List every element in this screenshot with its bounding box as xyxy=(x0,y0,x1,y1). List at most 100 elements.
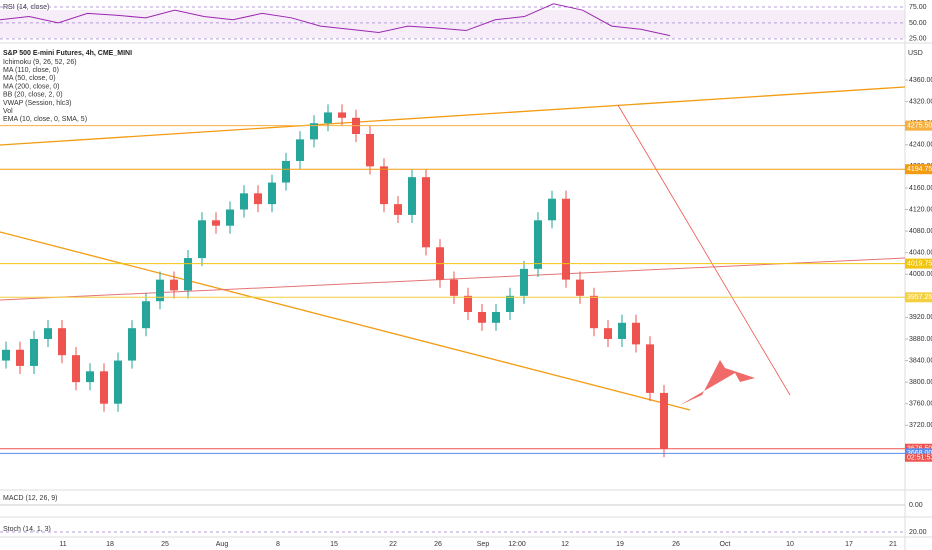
x-tick-label: 21 xyxy=(889,541,897,548)
stoch-label: Stoch (14, 1, 3) xyxy=(3,526,51,533)
rsi-band xyxy=(0,10,905,38)
candle-body xyxy=(170,279,178,291)
candle-body xyxy=(226,209,234,226)
candle-body xyxy=(142,301,150,329)
trend-line xyxy=(0,231,691,411)
x-tick-label: Aug xyxy=(216,541,229,548)
candle-body xyxy=(128,328,136,361)
candle-body xyxy=(492,312,500,323)
candle-body xyxy=(422,177,430,248)
candle-body xyxy=(520,268,528,296)
candle-body xyxy=(394,204,402,215)
indicator-label: BB (20, close, 2, 0) xyxy=(3,92,63,99)
candle-body xyxy=(30,338,38,366)
x-tick-label: 26 xyxy=(672,541,680,548)
candle-body xyxy=(240,193,248,210)
y-tick-label: 4080.00 xyxy=(909,228,932,235)
candle-body xyxy=(282,160,290,183)
candle-body xyxy=(534,220,542,269)
y-tick-label: 3760.00 xyxy=(909,401,932,408)
y-tick-label: 4000.00 xyxy=(909,271,932,278)
x-tick-label: 18 xyxy=(106,541,114,548)
x-tick-label: 17 xyxy=(845,541,853,548)
candle-body xyxy=(58,328,66,356)
candle-body xyxy=(156,279,164,302)
macd-label: MACD (12, 26, 9) xyxy=(3,495,57,502)
level-label: 4019.75 xyxy=(907,260,932,267)
x-tick-label: 22 xyxy=(389,541,397,548)
candle-body xyxy=(618,322,626,339)
indicator-label: MA (50, close, 0) xyxy=(3,75,56,82)
x-tick-label: 10 xyxy=(786,541,794,548)
x-tick-label: 12:00 xyxy=(508,541,526,548)
x-tick-label: Sep xyxy=(477,541,490,548)
y-tick-label: 4240.00 xyxy=(909,142,932,149)
candle-body xyxy=(44,328,52,339)
rsi-tick-label: 75.00 xyxy=(909,4,927,11)
candle-body xyxy=(450,279,458,296)
y-tick-label: 3800.00 xyxy=(909,379,932,386)
level-tag xyxy=(905,292,932,303)
indicator-label: Ichimoku (9, 26, 52, 26) xyxy=(3,59,77,66)
candle-body xyxy=(506,295,514,312)
candle-body xyxy=(100,371,108,404)
x-tick-label: 11 xyxy=(59,541,66,548)
trend-line xyxy=(0,257,906,301)
countdown: 02:51:53 xyxy=(907,455,932,462)
indicator-label: Vol xyxy=(3,108,13,115)
level-label: 4194.75 xyxy=(907,166,932,173)
level-label: 3668.00 xyxy=(907,450,932,457)
arrow xyxy=(680,360,755,405)
candle-body xyxy=(212,220,220,226)
candle-body xyxy=(464,295,472,312)
candle-body xyxy=(380,166,388,205)
projection-line xyxy=(617,104,791,396)
candle-body xyxy=(632,322,640,345)
level-label: 4275.50 xyxy=(907,122,932,129)
stoch-tick-label: 20.00 xyxy=(909,529,927,536)
candle-body xyxy=(254,193,262,205)
y-tick-label: 3840.00 xyxy=(909,357,932,364)
y-tick-label: 4320.00 xyxy=(909,98,932,105)
indicator-label: VWAP (Session, hlc3) xyxy=(3,100,71,107)
candle-body xyxy=(604,328,612,339)
indicator-label: EMA (10, close, 0, SMA, 5) xyxy=(3,116,87,123)
candle-body xyxy=(366,134,374,167)
x-tick-label: Oct xyxy=(720,541,731,548)
rsi-tick-label: 25.00 xyxy=(909,36,927,43)
y-tick-label: 4120.00 xyxy=(909,206,932,213)
chart-title: S&P 500 E-mini Futures, 4h, CME_MINI xyxy=(3,50,132,57)
candle-body xyxy=(548,198,556,221)
y-tick-label: 4040.00 xyxy=(909,250,932,257)
x-tick-label: 19 xyxy=(616,541,624,548)
x-tick-label: 25 xyxy=(161,541,169,548)
level-tag xyxy=(905,120,932,131)
candle-body xyxy=(198,220,206,259)
currency: USD xyxy=(908,50,923,57)
y-tick-label: 4160.00 xyxy=(909,185,932,192)
candle-body xyxy=(184,258,192,291)
candle-body xyxy=(576,279,584,296)
candle-body xyxy=(16,349,24,366)
level-label: 3957.25 xyxy=(907,294,932,301)
y-tick-label: 3880.00 xyxy=(909,336,932,343)
candle-body xyxy=(72,355,80,383)
candle-body xyxy=(268,182,276,205)
countdown-tag xyxy=(905,453,932,462)
x-tick-label: 8 xyxy=(276,541,280,548)
candle-body xyxy=(2,349,10,361)
candle-body xyxy=(646,344,654,393)
candle-body xyxy=(296,139,304,161)
candle-body xyxy=(86,371,94,383)
level-tag xyxy=(905,258,932,269)
candle-body xyxy=(338,112,346,118)
y-tick-label: 3720.00 xyxy=(909,422,932,429)
candle-body xyxy=(660,392,668,450)
candle-body xyxy=(590,295,598,329)
x-tick-label: 12 xyxy=(561,541,569,548)
candle-body xyxy=(408,177,416,215)
x-tick-label: 15 xyxy=(330,541,338,548)
indicator-label: MA (200, close, 0) xyxy=(3,83,59,90)
rsi-line xyxy=(0,3,671,37)
